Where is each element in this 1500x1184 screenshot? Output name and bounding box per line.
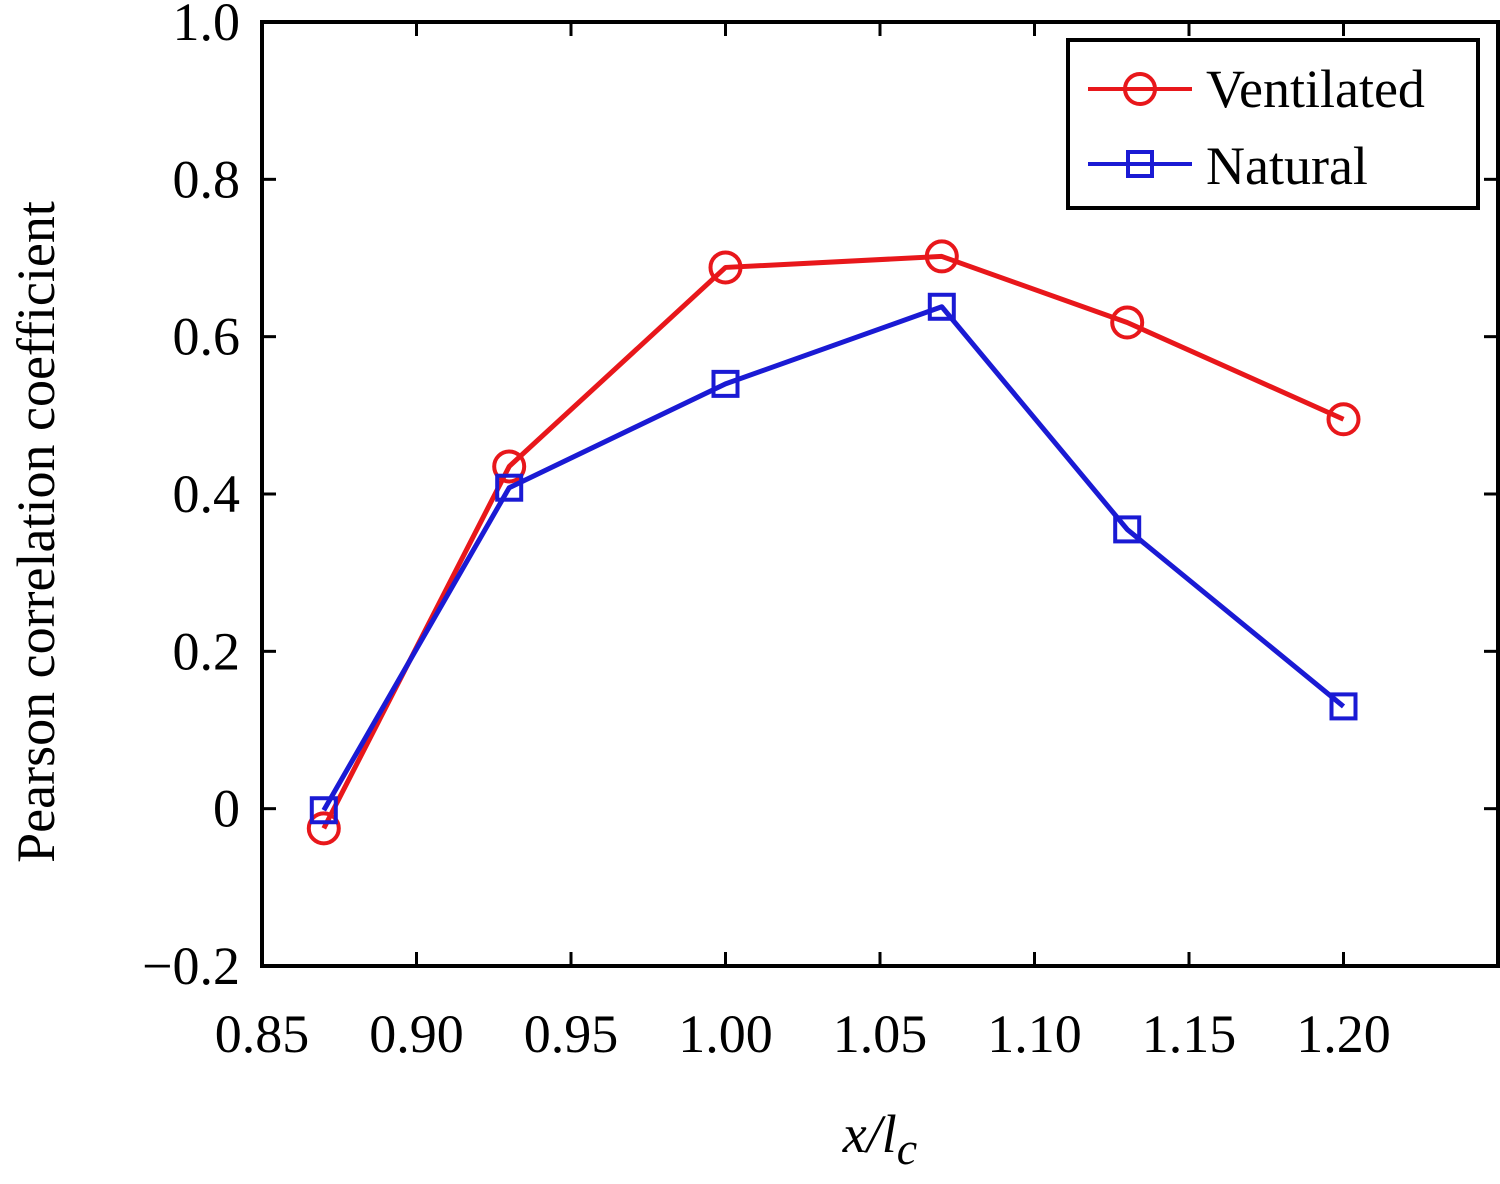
x-tick-label: 0.95 — [524, 1004, 619, 1064]
y-axis: −0.2 0 0.2 0.4 0.6 0.8 1.0 — [142, 0, 1498, 996]
x-tick-label: 1.15 — [1142, 1004, 1237, 1064]
x-tick-label: 1.20 — [1296, 1004, 1391, 1064]
y-tick-label: 0.2 — [173, 621, 241, 681]
y-tick-label: 0.4 — [173, 464, 241, 524]
data-point-ventilated — [306, 811, 341, 846]
data-point-ventilated — [708, 250, 743, 285]
x-axis-title: x/lc — [842, 1104, 917, 1174]
data-point-natural — [309, 796, 338, 825]
y-tick-label: 1.0 — [173, 0, 241, 52]
data-point-natural — [1329, 692, 1358, 721]
legend-label-natural: Natural — [1206, 136, 1368, 196]
x-tick-label: 1.10 — [987, 1004, 1082, 1064]
legend-label-ventilated: Ventilated — [1206, 59, 1425, 119]
data-point-ventilated — [1110, 305, 1145, 340]
legend-item-ventilated: Ventilated — [1088, 59, 1425, 119]
x-axis-title-main: x/l — [842, 1104, 897, 1164]
y-axis-title: Pearson correlation coefficient — [6, 201, 66, 863]
data-point-ventilated — [924, 239, 959, 274]
y-tick-label: 0.8 — [173, 149, 241, 209]
data-point-ventilated — [1326, 402, 1361, 437]
y-tick-label: −0.2 — [142, 936, 240, 996]
series-layer — [306, 239, 1361, 846]
legend-item-natural: Natural — [1088, 136, 1368, 196]
legend-marker-natural — [1126, 150, 1154, 178]
series-natural — [309, 292, 1358, 825]
series-line-ventilated — [321, 253, 1345, 830]
legend: Ventilated Natural — [1066, 38, 1480, 210]
x-tick-label: 1.05 — [833, 1004, 928, 1064]
data-point-natural — [711, 369, 740, 398]
x-tick-label: 0.85 — [215, 1004, 310, 1064]
x-tick-label: 1.00 — [678, 1004, 773, 1064]
x-axis-title-subscript: c — [897, 1123, 917, 1174]
data-point-natural — [927, 292, 956, 321]
legend-marker-ventilated — [1123, 72, 1157, 106]
data-point-ventilated — [492, 449, 527, 484]
x-axis: 0.85 0.90 0.95 1.00 1.05 1.10 1.15 1.20 — [215, 22, 1391, 1064]
y-tick-label: 0.6 — [173, 307, 241, 367]
x-tick-label: 0.90 — [369, 1004, 464, 1064]
series-line-natural — [321, 304, 1346, 812]
legend-box — [1066, 38, 1480, 210]
y-tick-label: 0 — [213, 779, 240, 839]
series-ventilated — [306, 239, 1361, 846]
data-point-natural — [1113, 515, 1142, 544]
data-point-natural — [495, 473, 524, 502]
